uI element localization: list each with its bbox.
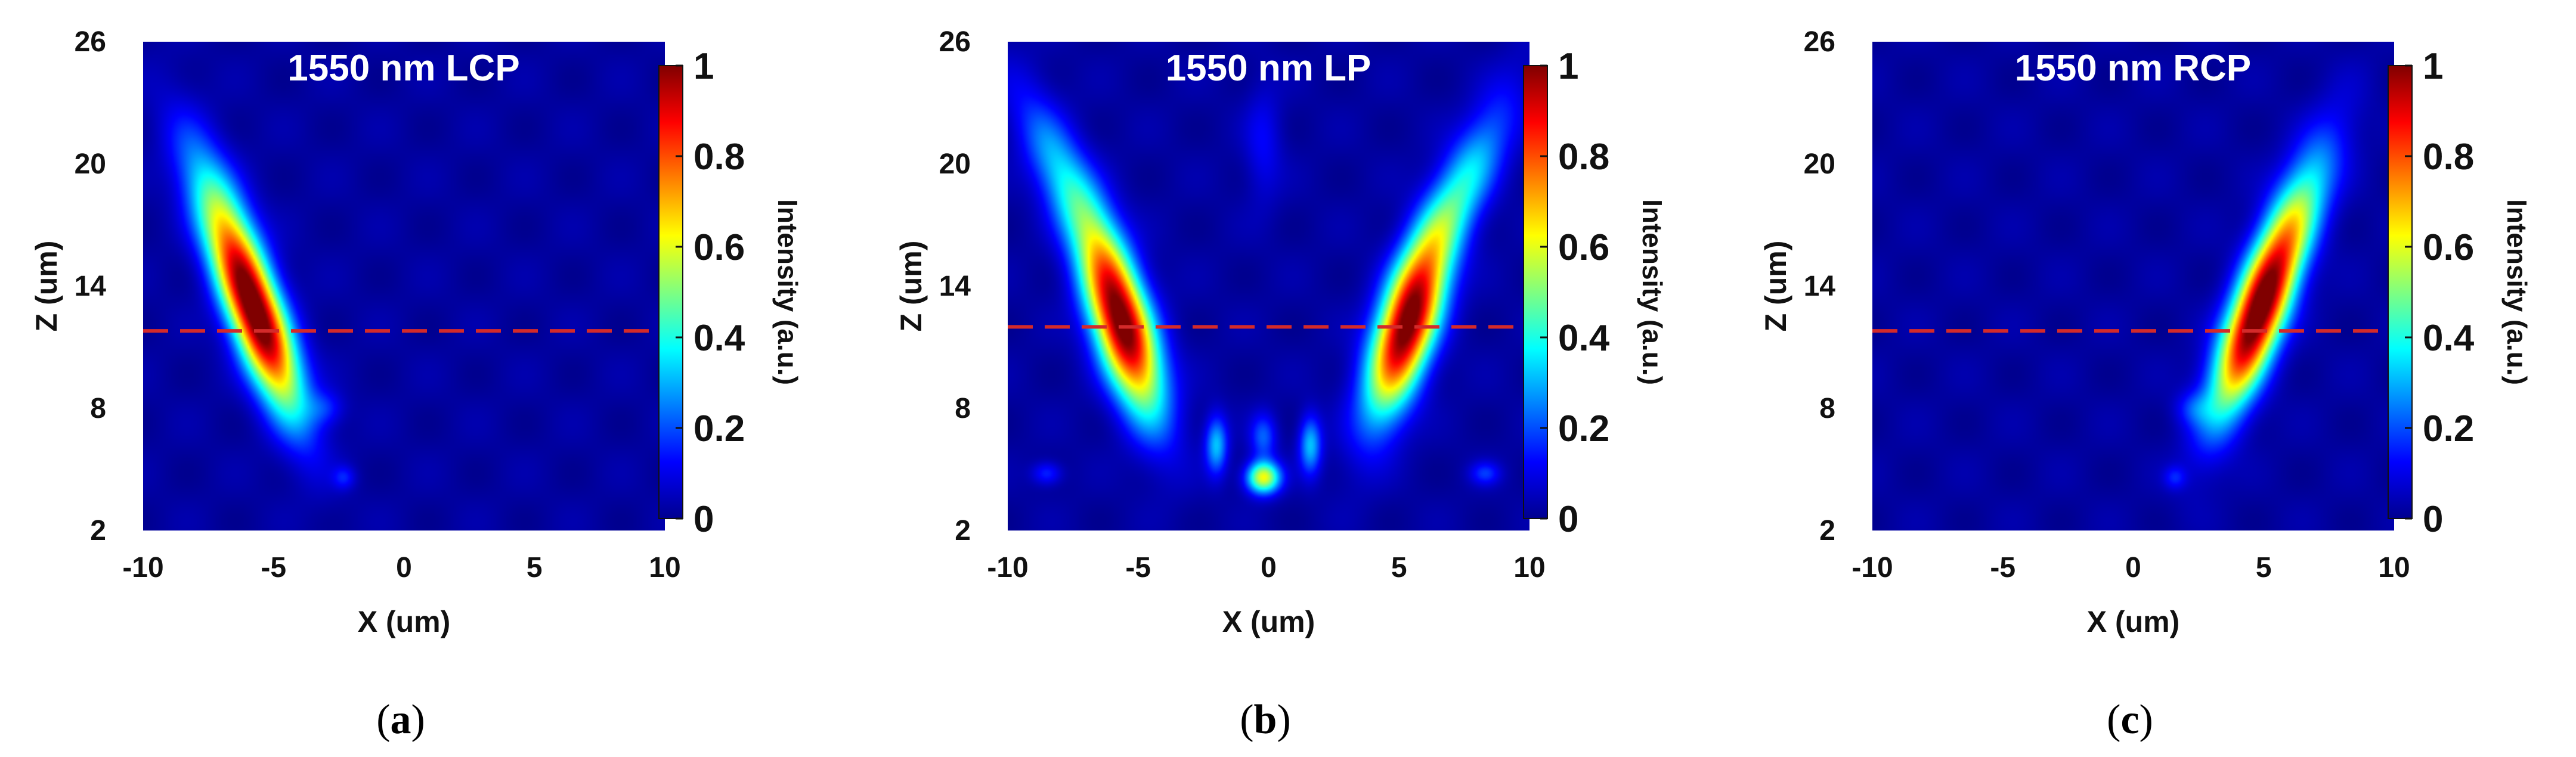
panel-b-ytick-label: 20: [939, 148, 971, 180]
panel-b-xtick-label: -5: [1125, 552, 1151, 584]
panel-a-title: 1550 nm LCP: [287, 48, 519, 89]
panel-b-ytick-label: 14: [939, 271, 971, 302]
panel-b-colorbar-tick-label: 0: [1558, 499, 1578, 540]
panel-a-x-axis-label: X (um): [358, 605, 451, 638]
panel-c-title: 1550 nm RCP: [2015, 48, 2251, 89]
panel-c-xtick-label: -5: [1990, 552, 2015, 584]
panel-b-colorbar-tick-label: 1: [1558, 46, 1578, 87]
panel-c-colorbar-tick-label: 0.2: [2423, 408, 2474, 449]
panel-a-colorbar: 0 0.2 0.4 0.6 0.8 1 Intensity (a.u.): [658, 46, 803, 540]
panel-a-ytick-label: 8: [90, 393, 106, 424]
panel-c-xtick-label: 0: [2125, 552, 2141, 584]
panel-b-colorbar-tick-label: 0.4: [1558, 318, 1610, 359]
panel-c-caption: (c): [2107, 697, 2153, 743]
panel-c-ytick-label: 2: [1819, 515, 1835, 547]
panel-c-colorbar-gradient: [2388, 65, 2413, 519]
panel-a-xtick-label: 5: [527, 552, 543, 584]
panel-a-colorbar-tick-label: 0.2: [693, 408, 745, 449]
panel-c-xtick-label: -10: [1852, 552, 1893, 584]
panel-a-caption-close: ): [411, 697, 425, 743]
panel-b-xtick-label: 10: [1513, 552, 1545, 584]
panel-a-intensity-field: [143, 42, 665, 530]
panel-a-colorbar-tick-label: 1: [693, 46, 714, 87]
panel-b-caption-letter: b: [1254, 697, 1277, 743]
panel-c-ytick-label: 14: [1804, 271, 1836, 302]
panel-b-xtick-label: -10: [987, 552, 1028, 584]
panel-a-ytick-label: 2: [90, 515, 106, 547]
panel-b-caption: (b): [1240, 697, 1291, 743]
panel-a-y-axis-label: Z (um): [30, 241, 63, 332]
panel-c-colorbar-tick-label: 0.4: [2423, 318, 2475, 359]
panel-c-x-axis-label: X (um): [2087, 605, 2180, 638]
panel-b-colorbar-tick-label: 0.2: [1558, 408, 1609, 449]
panel-a-caption: (a): [376, 697, 425, 743]
panel-a-colorbar-tick-label: 0.6: [693, 227, 745, 268]
panel-c-ytick-label: 20: [1804, 148, 1835, 180]
panel-a-ytick-label: 26: [75, 26, 106, 58]
panel-a-ytick-label: 14: [75, 271, 107, 302]
panel-b-xtick-label: 0: [1261, 552, 1277, 584]
panel-c-colorbar-label: Intensity (a.u.): [2501, 199, 2532, 385]
panel-b-caption-open: (: [1240, 697, 1253, 743]
panel-b-intensity-field: [1008, 42, 1530, 530]
panel-a-caption-open: (: [376, 697, 390, 743]
panel-a-colorbar-gradient: [658, 65, 683, 519]
panel-c-colorbar-tick-label: 0.6: [2423, 227, 2474, 268]
panel-a-xtick-label: -5: [261, 552, 286, 584]
panel-a-caption-letter: a: [391, 697, 411, 743]
panel-c-caption-close: ): [2140, 697, 2153, 743]
panel-a-colorbar-tick-label: 0.4: [693, 318, 745, 359]
panel-b-colorbar-label: Intensity (a.u.): [1637, 199, 1668, 385]
panel-a-colorbar-tick-label: 0: [693, 499, 714, 540]
panel-a-ytick-label: 20: [75, 148, 106, 180]
panel-b-colorbar-gradient: [1523, 65, 1548, 519]
panel-c-ytick-label: 26: [1804, 26, 1835, 58]
panel-a-xtick-label: 0: [396, 552, 412, 584]
panel-c-caption-letter: c: [2120, 697, 2139, 743]
panel-b-title: 1550 nm LP: [1166, 48, 1371, 89]
panel-b-ytick-label: 2: [955, 515, 971, 547]
panel-b-colorbar-tick-label: 0.8: [1558, 136, 1609, 178]
panel-a-xtick-label: -10: [122, 552, 163, 584]
panel-b-xtick-label: 5: [1391, 552, 1407, 584]
panel-c-colorbar-tick-label: 0.8: [2423, 136, 2474, 178]
panel-b-colorbar-tick-label: 0.6: [1558, 227, 1609, 268]
panel-c-xtick-label: 5: [2256, 552, 2272, 584]
panel-b-ytick-label: 26: [939, 26, 971, 58]
panel-b-ytick-label: 8: [955, 393, 971, 424]
panel-c-intensity-field: [1872, 42, 2394, 530]
panel-c-ytick-label: 8: [1819, 393, 1835, 424]
panel-c-colorbar-tick-label: 1: [2423, 46, 2443, 87]
panel-c-xtick-label: 10: [2378, 552, 2410, 584]
panel-c-caption-open: (: [2107, 697, 2120, 743]
panel-c-colorbar-tick-label: 0: [2423, 499, 2443, 540]
panel-a-colorbar-tick-label: 0.8: [693, 136, 745, 178]
panel-b-caption-close: ): [1277, 697, 1290, 743]
panel-b-y-axis-label: Z (um): [894, 241, 928, 332]
panel-a-xtick-label: 10: [649, 552, 680, 584]
panel-a-colorbar-label: Intensity (a.u.): [772, 199, 803, 385]
panel-b-colorbar: 0 0.2 0.4 0.6 0.8 1 Intensity (a.u.): [1523, 46, 1668, 540]
panel-c-colorbar: 0 0.2 0.4 0.6 0.8 1 Intensity (a.u.): [2388, 46, 2532, 540]
panel-c-y-axis-label: Z (um): [1759, 241, 1792, 332]
panel-b-x-axis-label: X (um): [1222, 605, 1315, 638]
